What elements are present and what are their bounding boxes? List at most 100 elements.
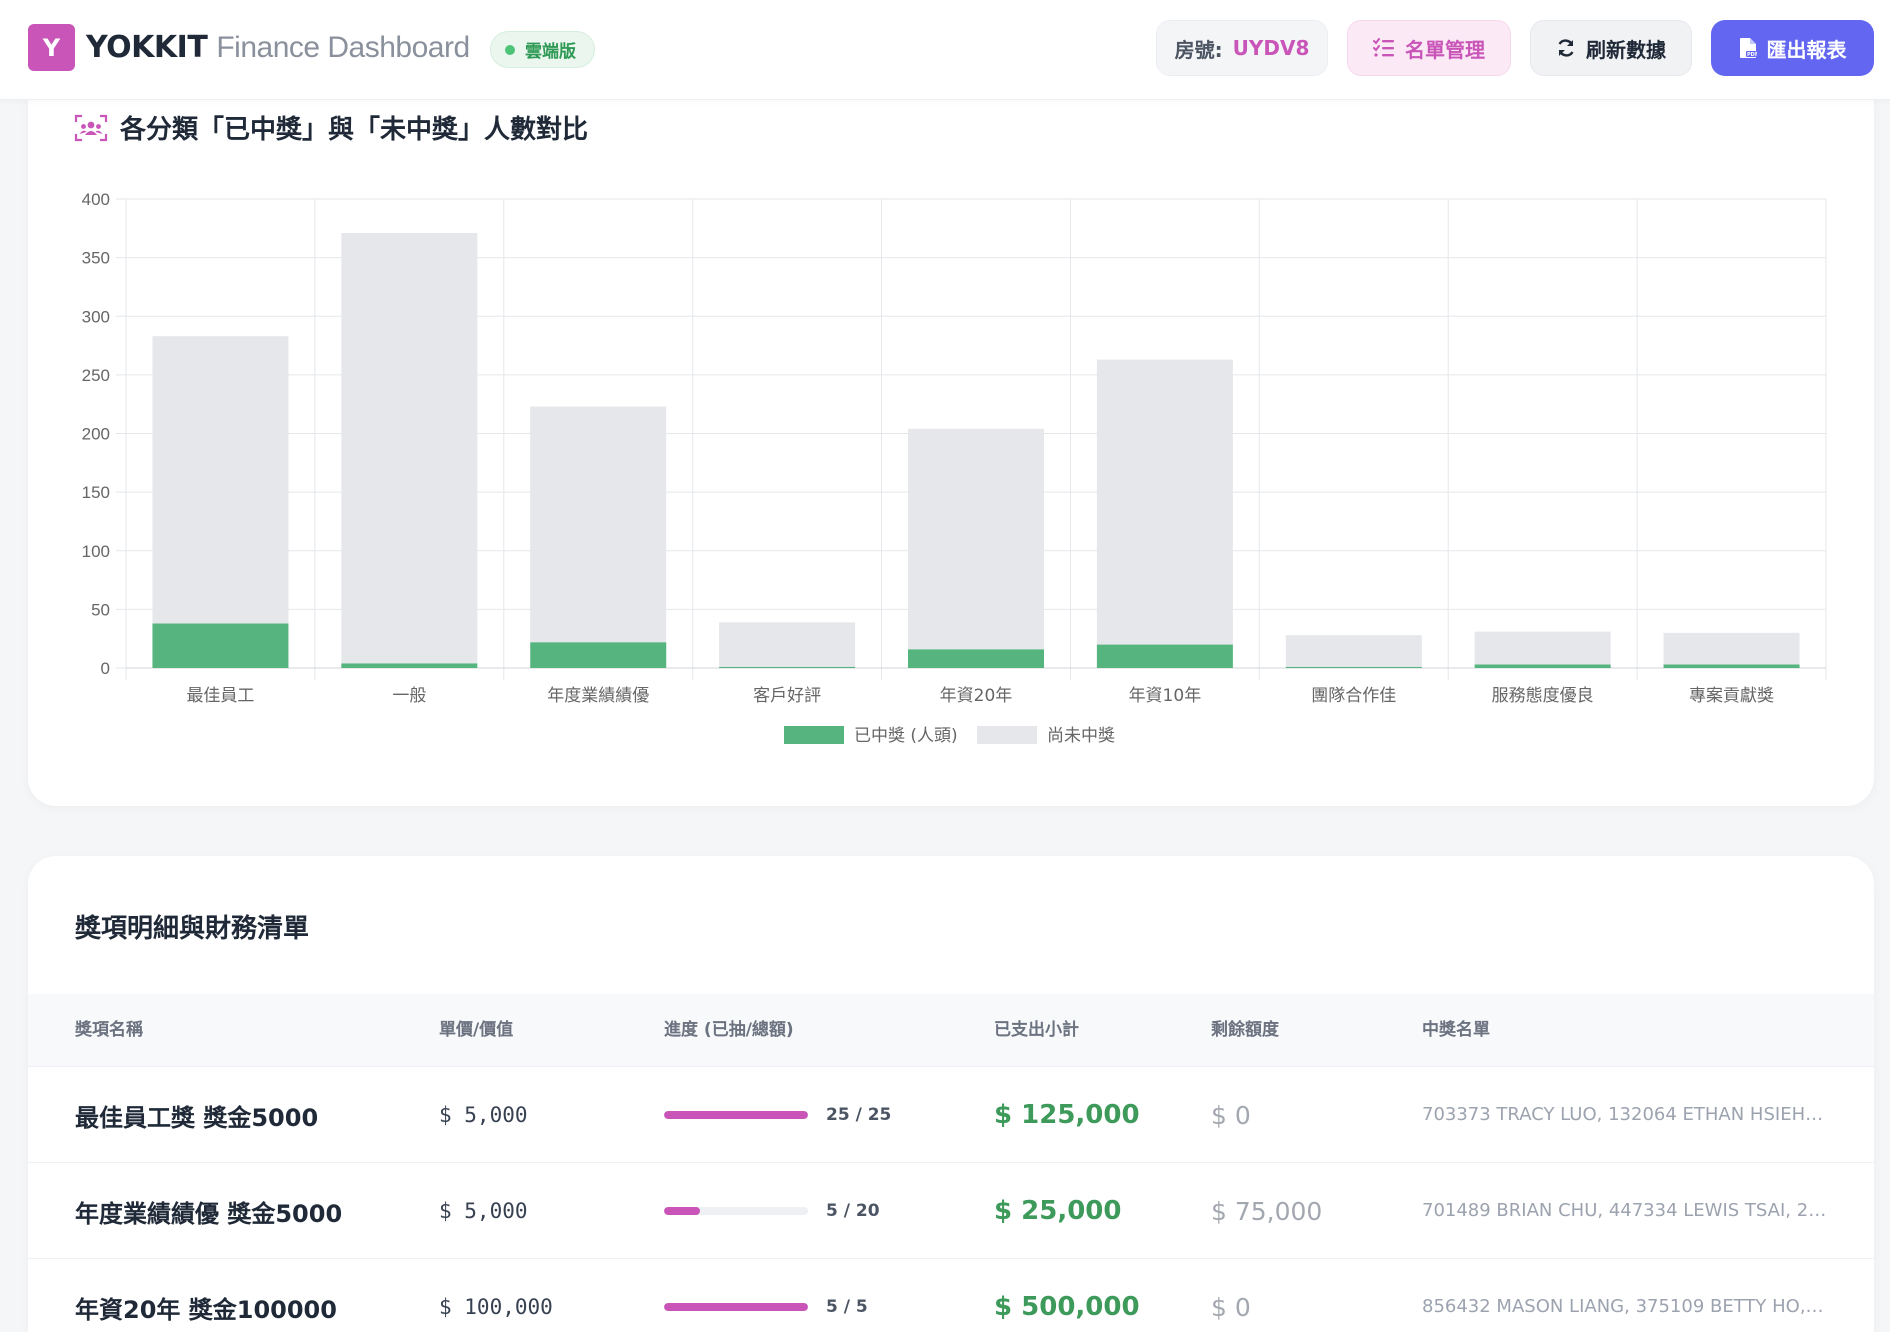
table-row[interactable]: 最佳員工獎 獎金5000 $ 5,000 25 / 25 $ 125,000 $…: [28, 1066, 1874, 1162]
prize-price: $ 100,000: [439, 1295, 553, 1319]
x-tick-label: 專案貢獻獎: [1689, 686, 1774, 706]
x-tick-label: 年資10年: [1129, 686, 1202, 706]
list-management-button[interactable]: 名單管理: [1347, 20, 1511, 76]
legend-swatch: [977, 726, 1037, 744]
bar-segment: [1474, 631, 1611, 665]
progress-bar: [664, 1111, 808, 1119]
room-id-button[interactable]: 房號: UYDV8: [1156, 20, 1328, 76]
prize-price: $ 5,000: [439, 1199, 528, 1223]
bar-segment: [908, 649, 1044, 668]
bar-segment: [530, 406, 667, 643]
progress-text: 5 / 20: [826, 1201, 880, 1221]
legend-swatch: [784, 726, 844, 744]
status-dot-icon: [505, 44, 515, 55]
y-tick-label: 250: [82, 366, 110, 385]
header-winners: 中獎名單: [1422, 1020, 1490, 1040]
progress-bar: [664, 1303, 808, 1311]
brand-subtitle: Finance Dashboard: [216, 31, 470, 64]
spent-amount: $ 125,000: [994, 1100, 1140, 1130]
y-tick-label: 200: [82, 425, 110, 444]
room-value: UYDV8: [1232, 36, 1310, 60]
brand-title: YOKKIT Finance Dashboard: [86, 28, 470, 68]
y-tick-label: 100: [82, 542, 110, 561]
spent-amount: $ 500,000: [994, 1292, 1140, 1322]
bar-segment: [1285, 635, 1422, 667]
app-logo: Y: [28, 24, 75, 71]
progress-text: 25 / 25: [826, 1105, 892, 1125]
header-progress: 進度 (已抽/總額): [664, 1020, 794, 1040]
bar-segment: [341, 233, 478, 664]
progress-bar-fill: [664, 1303, 808, 1311]
x-tick-label: 年資20年: [940, 686, 1013, 706]
table-row[interactable]: 年資20年 獎金100000 $ 100,000 5 / 5 $ 500,000…: [28, 1258, 1874, 1332]
prize-name: 年資20年 獎金100000: [75, 1295, 337, 1324]
x-tick-label: 一般: [392, 686, 426, 706]
prize-progress: 5 / 20: [664, 1163, 880, 1259]
room-label: 房號:: [1174, 37, 1223, 62]
bar-segment: [908, 428, 1044, 650]
table-header-row: 獎項名稱 單價/價值 進度 (已抽/總額) 已支出小計 剩餘額度 中獎名單: [28, 994, 1874, 1066]
svg-text:PDF: PDF: [1747, 52, 1757, 58]
winner-list: 703373 TRACY LUO, 132064 ETHAN HSIEH, 66…: [1422, 1104, 1828, 1125]
chart-section-title: 各分類「已中獎」與「未中獎」人數對比: [74, 109, 588, 146]
bar-segment: [1285, 666, 1422, 668]
remaining-amount: $ 75,000: [1211, 1196, 1323, 1226]
bar-segment: [719, 622, 856, 667]
refresh-data-button[interactable]: 刷新數據: [1530, 20, 1692, 76]
remaining-amount: $ 0: [1211, 1292, 1251, 1322]
prize-progress: 5 / 5: [664, 1259, 868, 1332]
x-tick-label: 年度業績績優: [547, 686, 649, 706]
winner-list: 856432 MASON LIANG, 375109 BETTY HO, 816…: [1422, 1296, 1828, 1317]
progress-bar-fill: [664, 1207, 700, 1215]
bar-segment: [530, 642, 667, 668]
list-management-label: 名單管理: [1405, 37, 1485, 62]
header-unit-price: 單價/價值: [439, 1020, 514, 1040]
prize-progress: 25 / 25: [664, 1067, 891, 1163]
bar-segment: [341, 663, 478, 668]
logo-letter: Y: [42, 33, 61, 62]
legend-label: 尚未中獎: [1047, 726, 1115, 746]
table-row[interactable]: 年度業績績優 獎金5000 $ 5,000 5 / 20 $ 25,000 $ …: [28, 1162, 1874, 1258]
bar-segment: [152, 336, 289, 624]
spent-amount: $ 25,000: [994, 1196, 1122, 1226]
bar-segment: [1663, 664, 1800, 668]
export-report-label: 匯出報表: [1766, 37, 1847, 62]
y-tick-label: 350: [82, 249, 110, 268]
cloud-badge-label: 雲端版: [525, 42, 576, 62]
header-prize-name: 獎項名稱: [75, 1020, 143, 1040]
progress-bar: [664, 1207, 808, 1215]
table-title: 獎項明細與財務清單: [75, 914, 310, 944]
prize-table-card: 獎項明細與財務清單 獎項名稱 單價/價值 進度 (已抽/總額) 已支出小計 剩餘…: [28, 856, 1874, 1332]
y-tick-label: 50: [91, 600, 110, 619]
cloud-status-badge: 雲端版: [490, 31, 595, 68]
remaining-amount: $ 0: [1211, 1100, 1251, 1130]
stacked-bar-chart: 0 50 100 150 200 250 300 350 400 最佳員工 一般 年度業績績優 客戶好評…: [82, 190, 1827, 746]
y-tick-label: 150: [82, 483, 110, 502]
prize-price: $ 5,000: [439, 1103, 528, 1127]
refresh-icon: [1558, 39, 1574, 57]
pdf-file-icon: PDF: [1739, 38, 1757, 58]
x-tick-label: 服務態度優良: [1492, 686, 1594, 706]
progress-bar-fill: [664, 1111, 808, 1119]
list-check-icon: [1373, 38, 1394, 57]
header-remaining: 剩餘額度: [1211, 1020, 1279, 1040]
legend-label: 已中獎 (人頭): [854, 726, 958, 746]
export-report-button[interactable]: PDF 匯出報表: [1711, 20, 1874, 76]
refresh-data-label: 刷新數據: [1586, 37, 1666, 62]
bar-segment: [1096, 359, 1233, 645]
bar-segment: [1474, 664, 1611, 668]
x-tick-label: 團隊合作佳: [1311, 686, 1396, 706]
bar-segment: [1663, 632, 1800, 665]
y-tick-label: 400: [82, 190, 110, 209]
winner-list: 701489 BRIAN CHU, 447334 LEWIS TSAI, 221…: [1422, 1200, 1828, 1221]
brand-name: YOKKIT: [86, 30, 208, 65]
progress-text: 5 / 5: [826, 1297, 868, 1317]
prize-name: 最佳員工獎 獎金5000: [75, 1103, 319, 1132]
x-tick-label: 最佳員工: [186, 686, 254, 706]
y-tick-label: 0: [101, 659, 110, 678]
bar-segment: [1096, 644, 1233, 668]
x-tick-label: 客戶好評: [753, 686, 821, 706]
prize-name: 年度業績績優 獎金5000: [75, 1199, 343, 1228]
header-spent: 已支出小計: [994, 1020, 1079, 1040]
bar-segment: [152, 623, 289, 668]
